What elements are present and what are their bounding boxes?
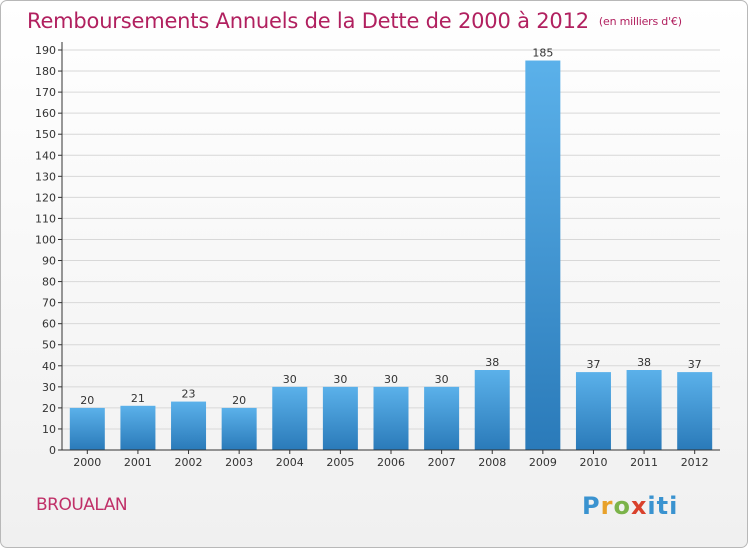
data-label: 185 bbox=[532, 47, 553, 60]
y-tick-label: 80 bbox=[42, 276, 56, 289]
data-label: 30 bbox=[435, 373, 449, 386]
x-tick-label: 2000 bbox=[73, 456, 101, 469]
bar-2008 bbox=[474, 370, 510, 450]
bar-2000 bbox=[69, 407, 105, 450]
data-label: 30 bbox=[283, 373, 297, 386]
bar-2007 bbox=[424, 386, 460, 450]
y-tick-label: 60 bbox=[42, 318, 56, 331]
bar-2002 bbox=[171, 401, 207, 450]
chart-subtitle: (en milliers d'€) bbox=[598, 15, 682, 28]
y-tick-label: 70 bbox=[42, 297, 56, 310]
y-tick-label: 50 bbox=[42, 339, 56, 352]
data-label: 38 bbox=[637, 356, 651, 369]
bar-2009 bbox=[525, 60, 561, 451]
proxiti-logo: Proxiti bbox=[582, 492, 679, 520]
data-label: 30 bbox=[333, 373, 347, 386]
y-tick-label: 40 bbox=[42, 360, 56, 373]
y-tick-label: 190 bbox=[35, 44, 56, 57]
axes: 0 10 20 30 40 50 60 70 80 90 100 110 120 130 140 150 160… bbox=[35, 42, 720, 469]
chart-title-text: Remboursements Annuels de la Dette de 20… bbox=[27, 9, 589, 33]
y-tick-label: 130 bbox=[35, 170, 56, 183]
bar-2001 bbox=[120, 405, 156, 450]
bar-2011 bbox=[626, 370, 662, 450]
x-tick-label: 2004 bbox=[276, 456, 304, 469]
data-label: 37 bbox=[586, 358, 600, 371]
data-label: 21 bbox=[131, 392, 145, 405]
y-tick-label: 10 bbox=[42, 423, 56, 436]
bar-2005 bbox=[322, 386, 358, 450]
y-tick-label: 20 bbox=[42, 402, 56, 415]
bar-2006 bbox=[373, 386, 409, 450]
bars: 20 21 23 20 30 30 30 30 38 185 37 38 37 bbox=[69, 47, 713, 451]
data-label: 23 bbox=[182, 388, 196, 401]
y-tick-label: 180 bbox=[35, 65, 56, 78]
y-tick-label: 160 bbox=[35, 107, 56, 120]
data-label: 30 bbox=[384, 373, 398, 386]
x-tick-label: 2003 bbox=[225, 456, 253, 469]
x-tick-label: 2001 bbox=[124, 456, 152, 469]
x-tick-label: 2006 bbox=[377, 456, 405, 469]
y-tick-label: 110 bbox=[35, 212, 56, 225]
x-tick-label: 2009 bbox=[529, 456, 557, 469]
x-tick-label: 2007 bbox=[428, 456, 456, 469]
y-tick-label: 100 bbox=[35, 233, 56, 246]
data-label: 38 bbox=[485, 356, 499, 369]
x-tick-label: 2002 bbox=[175, 456, 203, 469]
x-tick-label: 2011 bbox=[630, 456, 658, 469]
bar-2012 bbox=[677, 372, 713, 450]
y-tick-label: 30 bbox=[42, 381, 56, 394]
y-tick-label: 120 bbox=[35, 191, 56, 204]
chart-title: Remboursements Annuels de la Dette de 20… bbox=[27, 6, 682, 37]
data-label: 20 bbox=[232, 394, 246, 407]
y-tick-label: 90 bbox=[42, 255, 56, 268]
x-tick-label: 2010 bbox=[579, 456, 607, 469]
y-tick-label: 150 bbox=[35, 128, 56, 141]
y-tick-label: 0 bbox=[49, 444, 56, 457]
commune-name: BROUALAN bbox=[36, 495, 128, 515]
bar-2003 bbox=[221, 407, 257, 450]
y-tick-label: 140 bbox=[35, 149, 56, 162]
bar-2004 bbox=[272, 386, 308, 450]
x-tick-label: 2012 bbox=[681, 456, 709, 469]
data-label: 37 bbox=[688, 358, 702, 371]
bar-2010 bbox=[575, 372, 611, 450]
x-tick-label: 2008 bbox=[478, 456, 506, 469]
y-tick-label: 170 bbox=[35, 86, 56, 99]
x-tick-label: 2005 bbox=[326, 456, 354, 469]
data-label: 20 bbox=[80, 394, 94, 407]
